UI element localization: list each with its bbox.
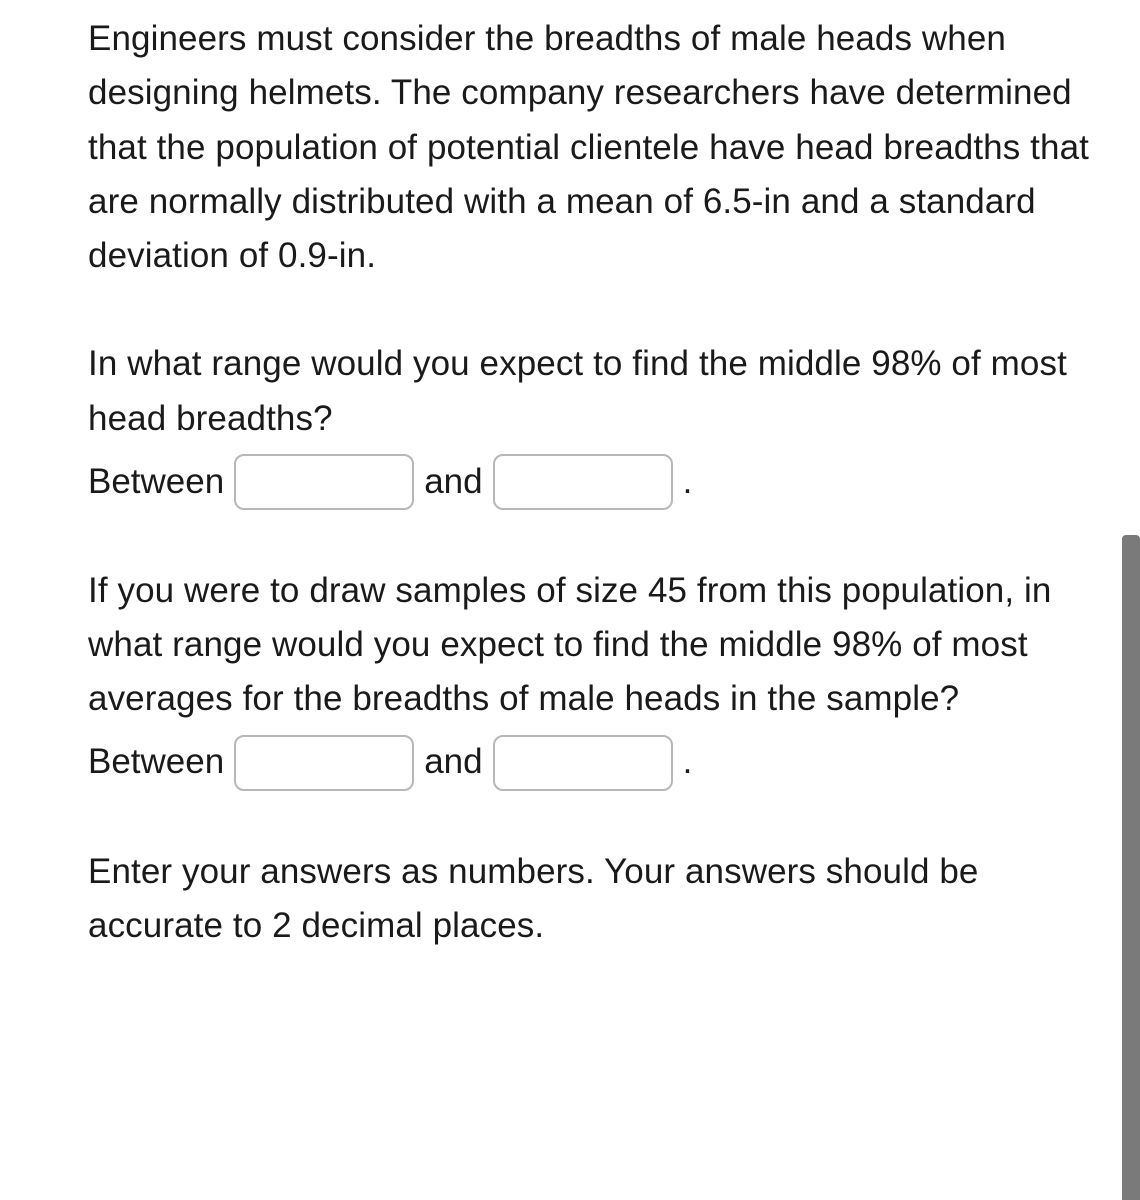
q1-lower-input[interactable]	[234, 454, 414, 510]
vertical-scrollbar-thumb[interactable]	[1122, 535, 1140, 1200]
question-page: Engineers must consider the breadths of …	[0, 0, 1140, 1200]
q2-upper-input[interactable]	[493, 735, 673, 791]
period-2: .	[683, 735, 693, 789]
between-label-1: Between	[88, 455, 224, 509]
answer-row-1: Between and .	[88, 454, 1100, 510]
q2-lower-input[interactable]	[234, 735, 414, 791]
instructions-text: Enter your answers as numbers. Your answ…	[88, 845, 1100, 954]
and-label-2: and	[424, 735, 482, 789]
question-2-text: If you were to draw samples of size 45 f…	[88, 564, 1100, 727]
q1-upper-input[interactable]	[493, 454, 673, 510]
question-1-text: In what range would you expect to find t…	[88, 337, 1100, 446]
and-label-1: and	[424, 455, 482, 509]
between-label-2: Between	[88, 735, 224, 789]
answer-row-2: Between and .	[88, 735, 1100, 791]
problem-intro: Engineers must consider the breadths of …	[88, 12, 1100, 283]
period-1: .	[683, 455, 693, 509]
